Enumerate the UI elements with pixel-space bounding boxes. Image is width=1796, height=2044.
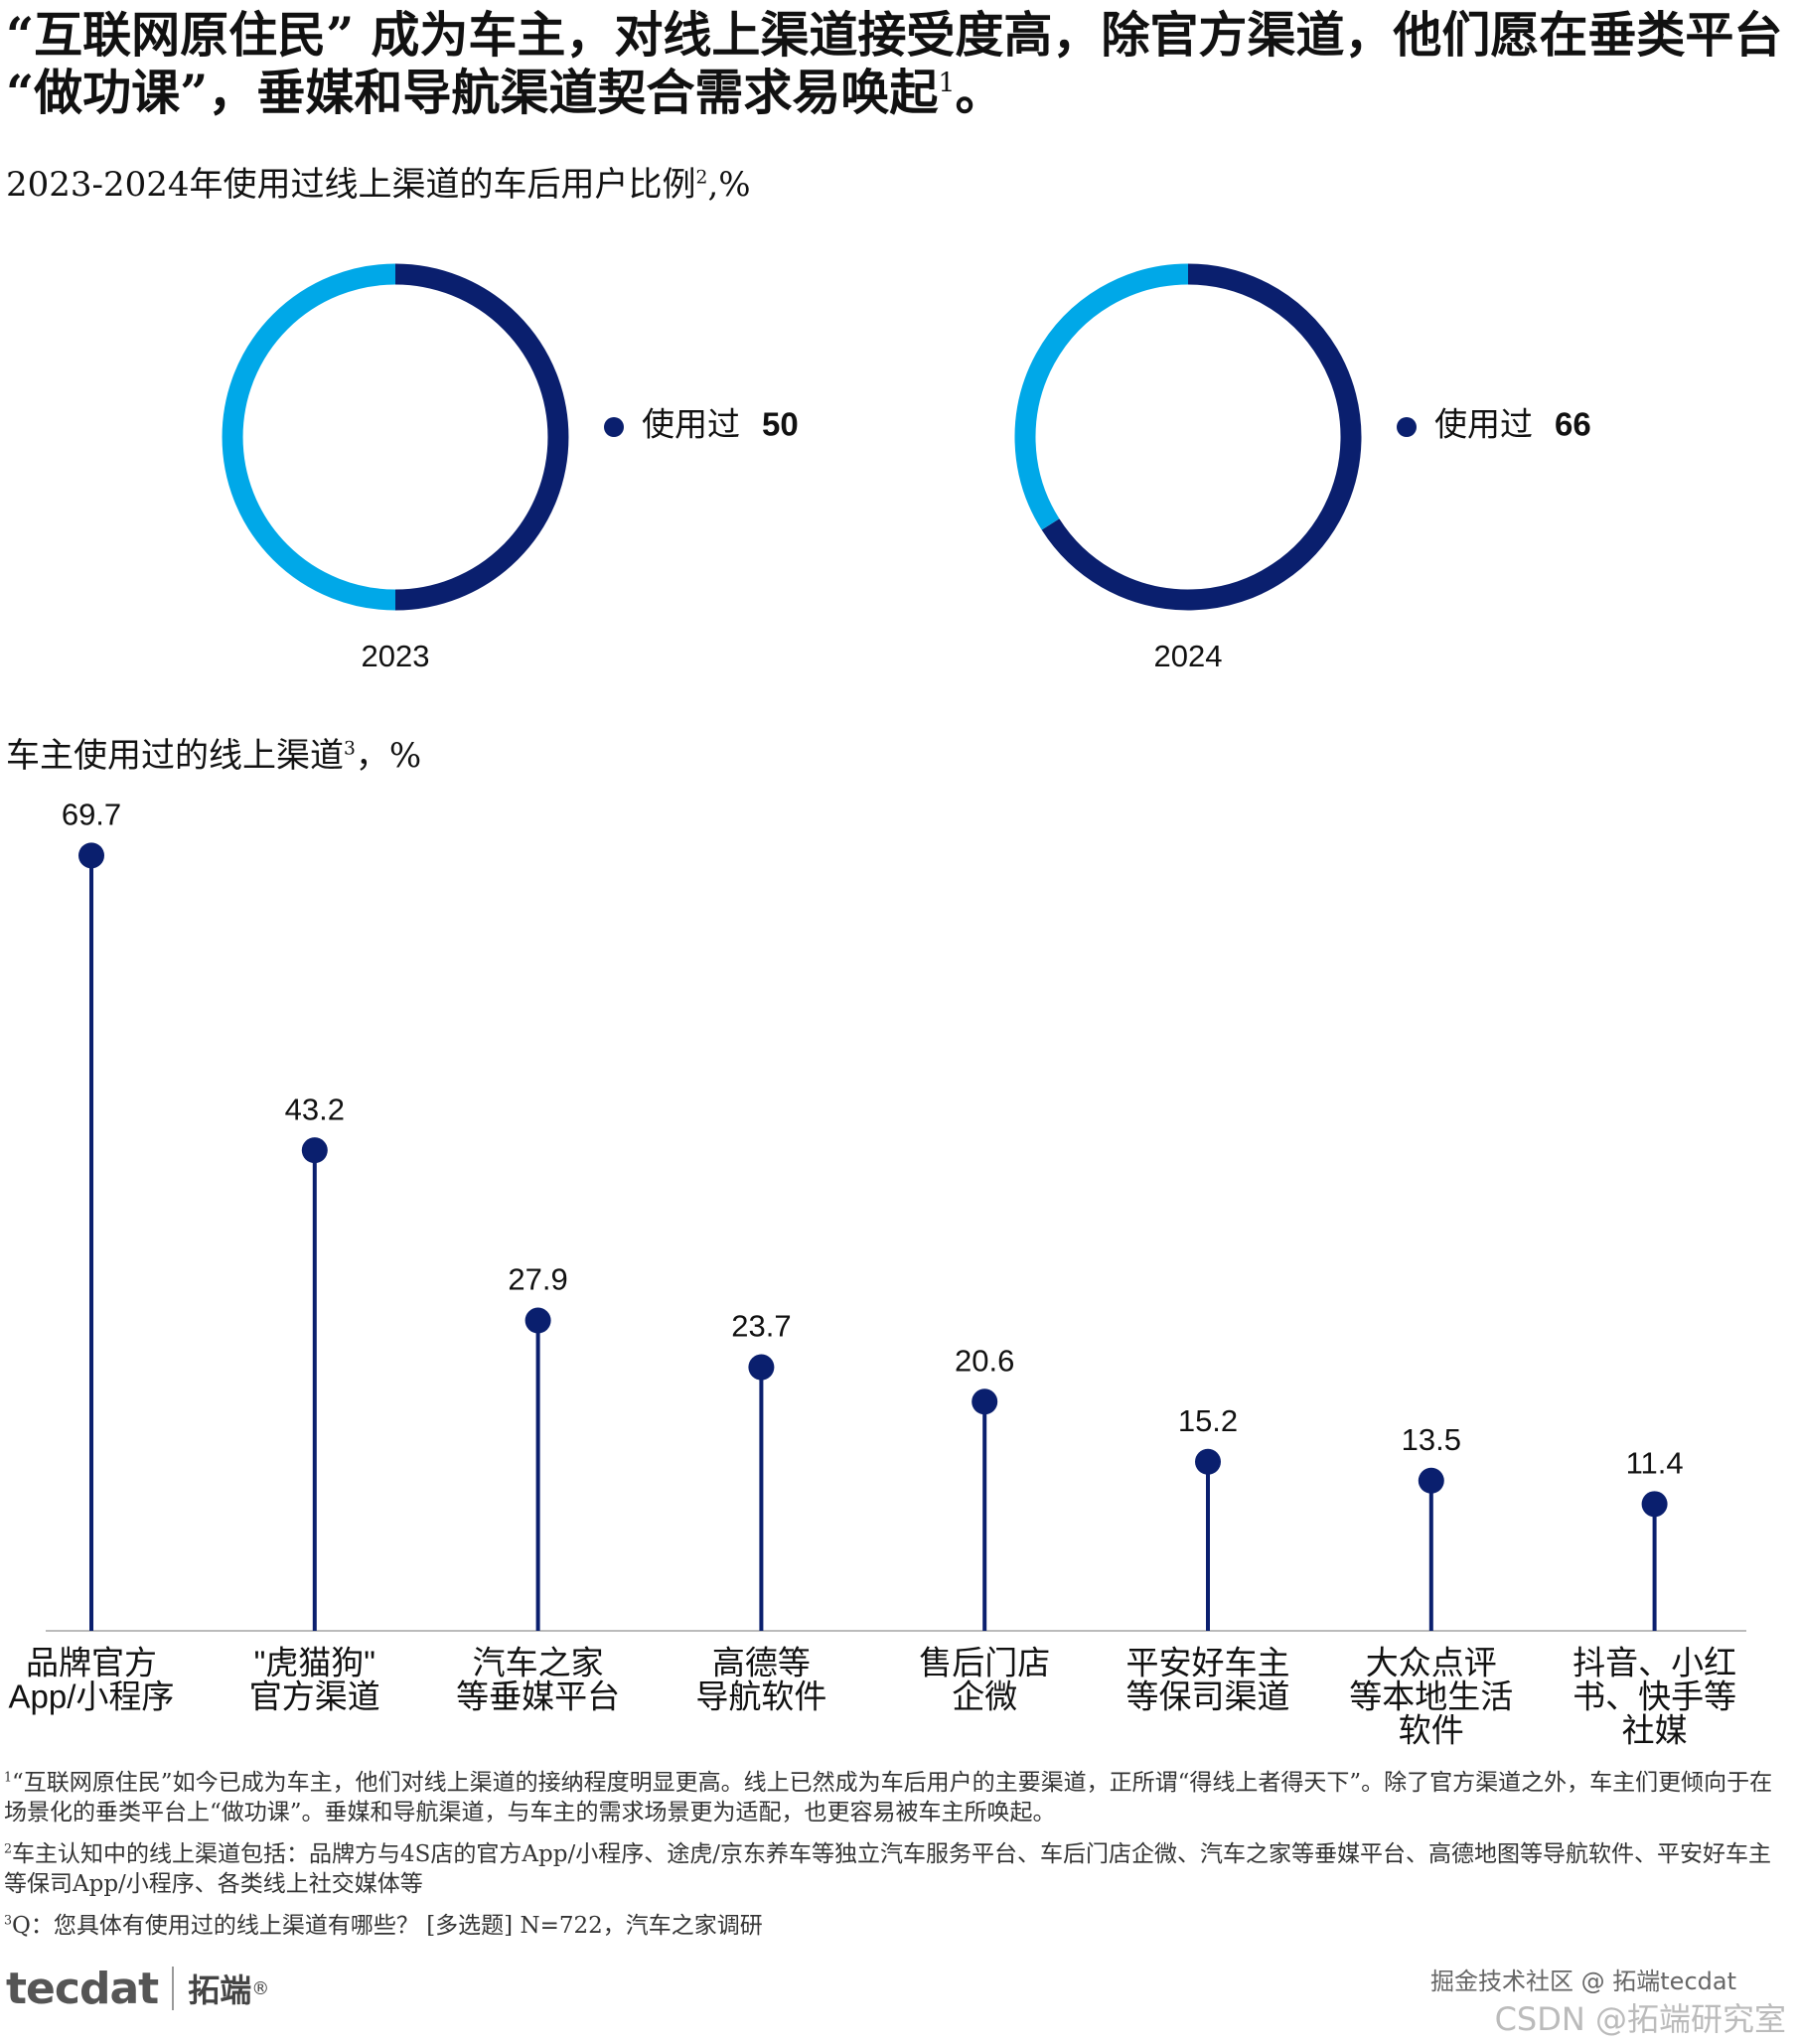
value-label: 11.4: [1626, 1446, 1684, 1481]
legend-label: 使用过: [642, 406, 740, 443]
x-tick-label: 企微: [952, 1679, 1017, 1715]
footnote-number: 3: [4, 1912, 13, 1928]
footnote: 2车主认知中的线上渠道包括：品牌方与4S店的官方App/小程序、途虎/京东养车等…: [4, 1839, 1792, 1899]
value-label: 15.2: [1178, 1403, 1238, 1438]
x-tick-label: 书、快手等: [1572, 1679, 1736, 1715]
x-tick-label: 官方渠道: [249, 1679, 380, 1715]
logo-brand: 拓端: [188, 1971, 252, 2009]
legend-value: 66: [1555, 406, 1591, 443]
footnote-text: “互联网原住民”如今已成为车主，他们对线上渠道的接纳程度明显更高。线上已然成为车…: [4, 1770, 1773, 1825]
section-note: 2: [695, 167, 708, 189]
x-tick-label: 平安好车主: [1126, 1645, 1290, 1681]
value-label: 23.7: [731, 1309, 791, 1344]
logo-text: tecdat: [6, 1963, 159, 2014]
footnote-text: 车主认知中的线上渠道包括：品牌方与4S店的官方App/小程序、途虎/京东养车等独…: [4, 1841, 1771, 1897]
logo: tecdat 拓端 ®: [6, 1959, 269, 2018]
x-tick-label: 等垂媒平台: [456, 1679, 620, 1715]
section-title: 2023-2024年使用过线上渠道的车后用户比例2,%: [6, 157, 751, 206]
value-label: 13.5: [1402, 1422, 1461, 1457]
logo-divider: [172, 1967, 175, 2010]
legend-value: 50: [762, 406, 799, 443]
lollipop-dot: [301, 1137, 328, 1164]
donut-label: 2023: [362, 639, 430, 673]
footnote: 1“互联网原住民”如今已成为车主，他们对线上渠道的接纳程度明显更高。线上已然成为…: [4, 1768, 1792, 1827]
footnote-number: 1: [4, 1769, 13, 1785]
x-tick-label: 高德等: [712, 1645, 811, 1681]
legend-marker: [1397, 417, 1417, 437]
title-note: 1: [938, 68, 956, 99]
section-note: 3: [344, 738, 356, 760]
title-end: 。: [955, 64, 1004, 121]
x-tick-label: "虎猫狗": [254, 1645, 375, 1681]
value-label: 69.7: [62, 798, 121, 832]
donut-segment: [394, 263, 569, 611]
x-tick-label: 等保司渠道: [1126, 1679, 1290, 1715]
x-tick-label: 品牌官方: [26, 1645, 157, 1681]
value-label: 27.9: [508, 1262, 567, 1297]
donut-segment: [1041, 263, 1362, 611]
lollipop-dot: [748, 1354, 775, 1381]
section-unit: ，%: [355, 736, 422, 776]
title-text: “互联网原住民” 成为车主，对线上渠道接受度高，除官方渠道，他们愿在垂类平台 “…: [6, 6, 1783, 121]
value-label: 20.6: [955, 1343, 1014, 1378]
footnote: 3Q：您具体有使用过的线上渠道有哪些？ [多选题] N=722，汽车之家调研: [4, 1911, 1792, 1941]
x-tick-label: 售后门店: [919, 1645, 1050, 1681]
lollipop-dot: [1641, 1491, 1668, 1518]
lollipop-dot: [1418, 1467, 1444, 1494]
x-tick-label: 社媒: [1622, 1712, 1688, 1749]
x-tick-label: App/小程序: [9, 1679, 175, 1715]
page-title: “互联网原住民” 成为车主，对线上渠道接受度高，除官方渠道，他们愿在垂类平台 “…: [6, 6, 1794, 121]
lollipop-dot: [1195, 1448, 1221, 1475]
watermark: CSDN @拓端研究室: [1494, 2000, 1786, 2038]
lollipop-dot: [972, 1388, 998, 1415]
donut-segment: [1014, 263, 1189, 530]
section-text: 2023-2024年使用过线上渠道的车后用户比例: [6, 165, 696, 205]
x-tick-label: 等本地生活: [1349, 1679, 1513, 1715]
section-unit: ,%: [707, 165, 751, 205]
footnote-text: Q：您具体有使用过的线上渠道有哪些？ [多选题] N=722，汽车之家调研: [12, 1913, 763, 1939]
lollipop-dot: [78, 842, 104, 869]
section-title: 车主使用过的线上渠道3，%: [6, 728, 421, 777]
x-tick-label: 软件: [1399, 1712, 1464, 1749]
footnote-number: 2: [4, 1840, 13, 1856]
x-tick-label: 大众点评: [1366, 1645, 1497, 1681]
x-tick-label: 抖音、小红: [1572, 1645, 1736, 1681]
x-tick-label: 汽车之家: [473, 1645, 604, 1681]
x-tick-label: 导航软件: [695, 1679, 826, 1715]
section-text: 车主使用过的线上渠道: [6, 736, 344, 776]
value-label: 43.2: [285, 1092, 345, 1126]
legend-label: 使用过: [1434, 406, 1533, 443]
donut-segment: [222, 263, 396, 611]
lollipop-dot: [524, 1307, 551, 1334]
logo-mark: ®: [251, 1977, 270, 1999]
watermark: 掘金技术社区 @ 拓端tecdat: [1430, 1968, 1736, 1995]
legend-marker: [604, 417, 624, 437]
donut-label: 2024: [1154, 639, 1223, 673]
